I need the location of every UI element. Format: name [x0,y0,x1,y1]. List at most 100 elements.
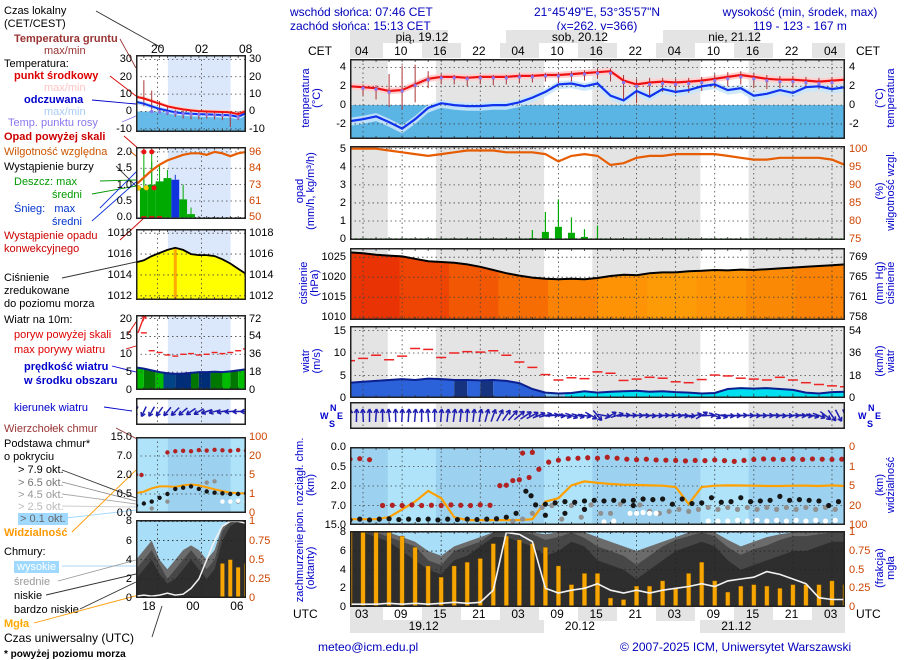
y-tick-label: 1010 [321,311,346,324]
legend-precip-overscale: Opad powyżej skali [4,131,106,143]
cet-tick: 10 [550,44,564,58]
y-tick-label: 0.5 [116,195,132,207]
tick-shade-bottom [734,607,774,621]
y-tick-label: 8 [125,515,132,528]
tick-shade-bottom [350,607,383,621]
y-tick-label: 2 [339,582,346,595]
day-label-top: pią, 19.12 [395,30,449,44]
tick-shade-top [499,43,539,58]
y-tick-label: 1 [339,215,346,228]
y-tick-label: 0 [849,601,856,613]
y-tick-label: 20 [849,499,862,512]
utc-tick: 21 [628,607,642,621]
y-tick-label: 1020 [321,271,346,284]
legend-gust-max: max porywy wiatru [14,344,106,356]
legend-clouds-verylow: bardzo niskie [14,604,79,616]
y-tick-label: 0 [339,99,346,112]
utc-tick: 21 [472,607,486,621]
pressure-panel [350,248,845,320]
legend-ground-temp: Temperatura gruntu [14,33,118,45]
y-tick-label: 80 [849,215,862,228]
y-tick-label: 0.0 [116,211,132,224]
altitude-values: 119 - 123 - 167 m [753,19,847,33]
legend-clouds-high: wysokie [14,561,60,573]
y-tick-label: 765 [849,271,868,284]
y-tick-label: 761 [849,291,868,304]
legend-temperature: Temperatura: [4,58,69,70]
y-tick-label: 30 [119,53,132,66]
y-tick-label: 50 [249,211,262,224]
mini-cloud-extent-panel [136,437,246,513]
y-tick-label: 18 [249,366,262,379]
cloud-extent-panel [350,447,845,525]
y-tick-label: 100 [849,142,868,155]
legend-cloud-base-1: Podstawa chmur* [4,438,91,450]
y-tick-label: -2 [336,117,346,130]
tick-shade-top [656,43,696,58]
legend-dew-point: Temp. punktu rosy [8,117,98,129]
y-tick-label: 0 [249,507,256,519]
tick-shade-bottom [499,607,539,621]
mini-wind-direction-panel [136,398,246,425]
tick-shade-top [421,43,461,58]
temperature-panel [350,59,845,139]
y-tick-label: 0 [339,392,346,404]
y-tick-label: 0.0 [330,441,346,453]
utc-tick: 03 [667,607,682,621]
y-tick-label: 0.5 [116,488,132,500]
y-tick-label: 85 [849,196,862,209]
cet-tick: 16 [745,44,760,58]
day-shade-top [506,30,604,43]
y-tick-label: 10 [119,348,132,361]
y-tick-label: 0 [849,99,856,112]
y-tick-label: 100 [849,519,868,531]
y-tick-label: -10 [116,122,132,135]
cet-tick: 16 [589,44,603,58]
y-tick-label: 73 [249,178,262,191]
legend-temp-maxmin: max/min [44,82,86,94]
mini-wind-panel [136,315,246,390]
legend-local-time: Czas lokalny [4,5,67,17]
legend-gust-overscale: poryw powyżej skali [14,329,112,341]
y-tick-label: 1016 [249,248,274,261]
y-tick-label: 0 [249,384,256,396]
y-tick-label: 0.25 [249,572,271,585]
y-tick-label: -2 [849,117,859,130]
y-tick-label: 1.5 [116,162,132,175]
y-tick-label: 15 [119,330,132,343]
y-tick-label: -10 [249,122,265,135]
y-tick-label: 20 [119,312,132,325]
y-tick-label: 0.5 [849,563,865,576]
y-tick-label: 1025 [321,251,346,264]
y-tick-label: 0 [339,233,346,246]
y-tick-label: 2 [339,80,346,93]
y-tick-label: 0 [249,105,256,118]
legend-pressure-1: Ciśnienie [4,272,50,284]
y-tick-label: 5 [339,369,346,382]
y-tick-label: 7.0 [116,450,132,462]
cet-tick: 10 [706,44,721,58]
legend-pressure-3: do poziomu morza [4,298,95,310]
y-tick-label: 1012 [107,289,132,302]
y-tick-label: 10 [333,347,346,359]
y-tick-label: 0 [249,592,256,604]
legend-wind-dir: kierunek wiatru [14,402,88,414]
utc-label-left: UTC [293,607,318,621]
legend-cet-cest: (CET/CEST) [4,18,66,30]
y-tick-label: 0.0 [116,507,132,519]
mini-precipitation-panel [136,147,246,219]
copyright-text: © 2007-2025 ICM, Uniwersytet Warszawski [620,640,852,654]
mini-utc-tick: 06 [230,599,244,613]
day-label-top: sob, 20.12 [551,30,608,44]
legend-wind10m: Wiatr na 10m: [4,314,73,326]
y-tick-label: 2 [849,80,856,93]
contact-email[interactable]: meteo@icm.edu.pl [318,640,419,654]
day-label-top: nie, 21.12 [708,30,761,44]
y-tick-label: 1016 [107,248,132,261]
precipitation-panel [350,146,845,240]
y-tick-label: 1014 [249,268,274,281]
y-tick-label: 1015 [321,291,346,304]
legend-fog: Mgła [4,618,30,630]
